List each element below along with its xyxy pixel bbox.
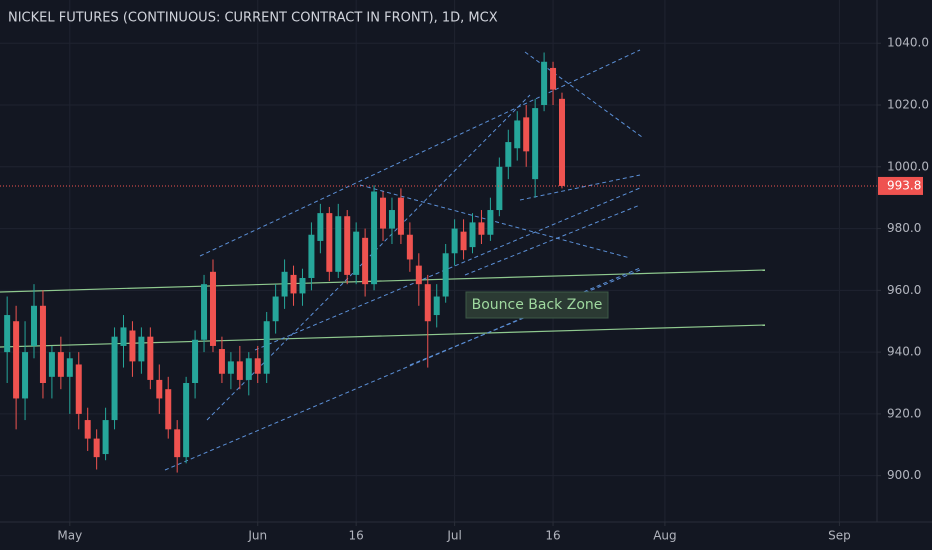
candle-body [317, 213, 324, 241]
candle-body [75, 364, 82, 414]
candle-body [371, 191, 378, 285]
candle-body [111, 336, 118, 421]
candle-body [84, 420, 91, 439]
candle-body [57, 352, 64, 377]
candle-body [388, 210, 395, 229]
candle-body [4, 315, 11, 353]
trend-line [464, 204, 641, 276]
candle-body [281, 271, 288, 297]
y-tick-label: 900.0 [887, 468, 921, 482]
candle-body [380, 197, 387, 229]
candle-body [102, 420, 109, 455]
candle-body [209, 271, 216, 346]
candle-body [236, 361, 243, 380]
candle-body [344, 216, 351, 275]
chart-title: NICKEL FUTURES (CONTINUOUS: CURRENT CONT… [8, 11, 498, 26]
candles [4, 52, 565, 473]
candle-body [31, 305, 38, 346]
support-line [0, 269, 766, 293]
candle-body [174, 429, 181, 458]
candle-body [308, 234, 315, 278]
x-tick-label: 16 [545, 529, 560, 543]
candle-body [39, 305, 46, 384]
candle-body [478, 222, 485, 235]
annotation: Bounce Back Zone [472, 297, 603, 313]
candle-body [558, 98, 565, 186]
x-tick-label: Jun [247, 529, 267, 543]
candle-body [192, 339, 199, 384]
candle-body [48, 352, 55, 377]
candle-body [13, 321, 20, 399]
candle-body [299, 277, 306, 294]
candle-body [218, 349, 225, 374]
candle-body [335, 216, 342, 272]
candle-body [487, 210, 494, 235]
candle-body [22, 352, 29, 399]
candle-body [433, 296, 440, 316]
trend-line [206, 94, 531, 421]
candle-body [424, 284, 431, 322]
candle-body [263, 321, 270, 374]
candle-body [66, 358, 73, 377]
candle-body [505, 142, 512, 167]
candle-body [451, 228, 458, 254]
candle-body [93, 438, 100, 458]
candle-body [523, 117, 530, 152]
candle-body [165, 389, 172, 430]
candle-body [201, 284, 208, 340]
candle-body [129, 330, 136, 362]
y-tick-label: 960.0 [887, 283, 921, 297]
candle-body [326, 213, 333, 272]
trend-line [199, 49, 641, 257]
candle-body [496, 166, 503, 211]
candle-body [147, 336, 154, 380]
annotation-box [465, 291, 609, 319]
y-tick-label: 1000.0 [887, 159, 929, 173]
drawings [0, 49, 766, 471]
x-tick-label: 16 [349, 529, 364, 543]
candle-body [254, 358, 261, 374]
candle-body [442, 253, 449, 297]
candle-body [532, 108, 539, 180]
y-tick-label: 1040.0 [887, 36, 929, 50]
candle-body [290, 274, 297, 294]
trend-line [359, 184, 631, 259]
candle-body [138, 336, 145, 362]
y-tick-label: 920.0 [887, 406, 921, 420]
candle-body [362, 237, 369, 285]
last-price-box [878, 176, 923, 195]
x-tick-label: May [57, 529, 82, 543]
candle-body [514, 120, 521, 149]
candle-body [415, 265, 422, 285]
x-tick-label: Aug [653, 529, 676, 543]
support-line [0, 324, 766, 348]
x-tick-label: Jul [446, 529, 461, 543]
candle-body [406, 234, 413, 260]
candle-body [550, 67, 557, 90]
candle-body [120, 327, 127, 346]
candle-body [541, 61, 548, 106]
x-tick-label: Sep [828, 529, 851, 543]
candle-body [156, 379, 163, 399]
candle-body [460, 231, 467, 251]
candle-body [469, 222, 476, 248]
y-tick-label: 940.0 [887, 345, 921, 359]
candle-body [353, 231, 360, 275]
candle-body [397, 197, 404, 235]
y-tick-label: 1020.0 [887, 98, 929, 112]
candle-body [183, 383, 190, 458]
last-price-label: 993.8 [887, 178, 921, 192]
candle-body [227, 361, 234, 374]
y-tick-label: 980.0 [887, 221, 921, 235]
candle-body [245, 358, 252, 380]
candle-body [272, 296, 279, 322]
